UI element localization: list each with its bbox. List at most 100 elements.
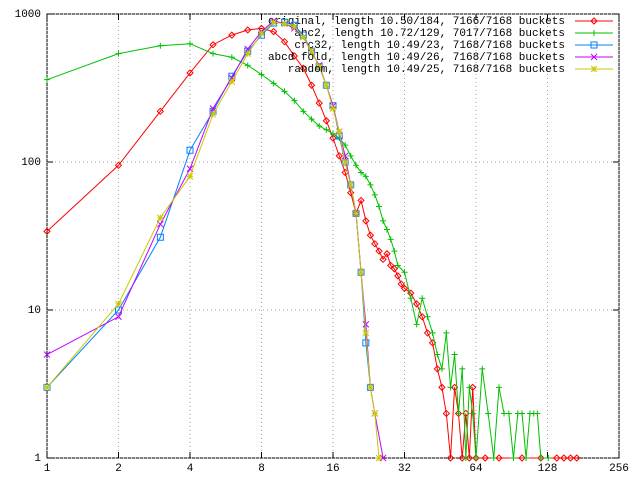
- point: [371, 240, 379, 248]
- series-line: [46, 27, 577, 459]
- point: [209, 107, 217, 115]
- point: [270, 18, 278, 26]
- point: [187, 40, 193, 47]
- point: [156, 214, 164, 222]
- point: [458, 454, 466, 462]
- point: [383, 250, 391, 258]
- point: [390, 265, 399, 273]
- point: [443, 329, 450, 336]
- point: [335, 152, 343, 160]
- point: [553, 454, 561, 462]
- point: [434, 351, 441, 358]
- point: [347, 181, 355, 189]
- point: [353, 162, 360, 169]
- point: [362, 329, 370, 337]
- point: [210, 50, 217, 57]
- point: [394, 262, 401, 269]
- point: [423, 329, 432, 337]
- point: [534, 410, 541, 417]
- point: [573, 454, 581, 462]
- point: [228, 31, 236, 39]
- legend-marker: [590, 41, 598, 49]
- point: [447, 384, 454, 391]
- point: [379, 255, 387, 264]
- point: [270, 80, 277, 87]
- point: [329, 105, 337, 112]
- point: [347, 152, 354, 159]
- point: [280, 37, 289, 46]
- legend-label: abc2, length 10.72/129, 7017/7168 bucket…: [294, 28, 565, 40]
- legend-label: random, length 10.49/25, 7168/7168 bucke…: [288, 64, 565, 76]
- point: [244, 26, 252, 34]
- point: [186, 146, 194, 154]
- point: [362, 173, 369, 180]
- point: [424, 313, 431, 320]
- x-tick-label: 1: [44, 463, 51, 475]
- point: [347, 189, 355, 197]
- point: [366, 231, 375, 239]
- point: [400, 284, 409, 293]
- point: [401, 269, 408, 276]
- point: [299, 64, 308, 72]
- point: [290, 52, 299, 60]
- point: [391, 248, 398, 255]
- point: [446, 454, 455, 462]
- y-tick-label: 100: [21, 157, 41, 169]
- point: [407, 295, 414, 302]
- point: [479, 365, 486, 372]
- point: [329, 134, 337, 142]
- point: [519, 410, 526, 417]
- point: [299, 33, 307, 41]
- point: [387, 261, 395, 270]
- point: [442, 409, 451, 418]
- point: [481, 454, 489, 462]
- point: [473, 455, 479, 461]
- legend-marker: [590, 53, 598, 61]
- point: [352, 209, 360, 217]
- point: [258, 30, 265, 37]
- point: [157, 42, 164, 49]
- point: [357, 268, 365, 276]
- point: [258, 71, 265, 78]
- point: [375, 454, 383, 462]
- x-tick-label: 2: [115, 463, 122, 475]
- point: [335, 128, 343, 136]
- point: [397, 280, 405, 288]
- point: [308, 116, 315, 123]
- point: [115, 50, 122, 57]
- x-tick-label: 32: [398, 463, 411, 475]
- point: [362, 320, 370, 328]
- point: [281, 88, 288, 95]
- point: [490, 455, 497, 461]
- point: [43, 384, 51, 391]
- point: [44, 76, 50, 83]
- point: [469, 383, 477, 392]
- y-tick-label: 1: [34, 453, 41, 465]
- point: [357, 268, 365, 276]
- point: [383, 226, 390, 233]
- point: [244, 50, 252, 57]
- point: [186, 172, 194, 180]
- point: [228, 78, 236, 85]
- point: [281, 20, 288, 28]
- point: [412, 300, 421, 308]
- point: [357, 196, 365, 205]
- point: [454, 409, 463, 418]
- point: [115, 300, 122, 308]
- series-line: [46, 21, 371, 388]
- point: [330, 130, 336, 137]
- point: [228, 72, 236, 80]
- point: [299, 31, 307, 39]
- point: [375, 247, 383, 255]
- point: [43, 351, 51, 358]
- legend-marker: [591, 30, 597, 36]
- point: [419, 295, 426, 302]
- point: [465, 454, 474, 462]
- point: [545, 455, 552, 461]
- point: [269, 27, 278, 36]
- y-tick-label: 10: [28, 305, 41, 317]
- point: [300, 108, 307, 115]
- point: [209, 41, 217, 49]
- point: [156, 107, 165, 116]
- point: [290, 23, 298, 31]
